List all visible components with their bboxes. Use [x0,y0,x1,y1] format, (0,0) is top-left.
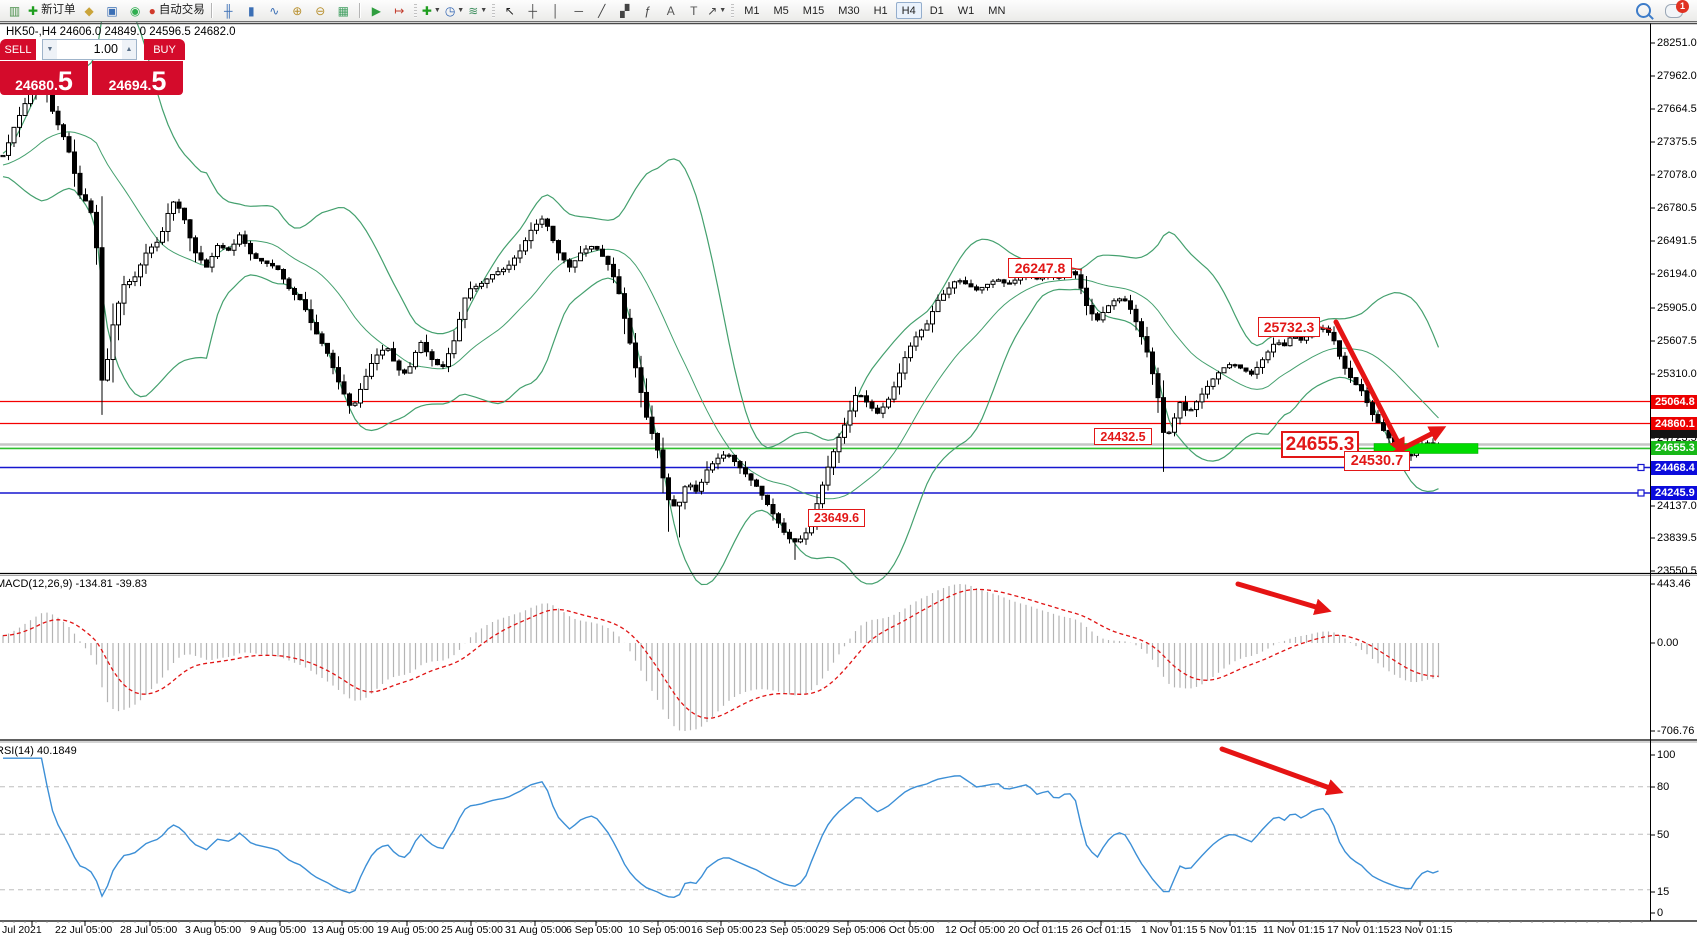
timeframe-button-m5[interactable]: M5 [773,4,789,17]
buy-price-button[interactable]: 24694. 5 [92,61,183,95]
one-click-trade-panel: SELL ▼ 1.00 ▲ BUY 24680. 5 24694. 5 [0,39,186,95]
autotrade-button[interactable]: ● 自动交易 [147,2,207,20]
buy-button[interactable]: BUY [144,39,185,60]
arrows-tool-icon[interactable]: ↗ ▼ [705,2,728,20]
toolbar: ▥ ✚ 新订单 ◆ ▣ ◉ ● 自动交易 ╫ ▮ ∿ ⊕ ⊖ ▦ ▶ ↦ ✚ ▼ ◷ ▼ ≋ ▼ ↖ ┼ │ ─ ╱ ▞ ƒ A T ↗ ▼ M1… [0,0,1697,22]
chevron-down-icon: ▼ [480,7,488,14]
vline-icon[interactable]: │ [544,2,567,20]
volume-up-button[interactable]: ▲ [122,40,136,59]
chevron-down-icon: ▼ [433,7,441,14]
autotrade-button: ● [148,3,156,18]
tile-windows-icon: ▦ [337,3,349,18]
arrows-tool-icon: ↗ [707,3,718,18]
templates-icon[interactable]: ≋ ▼ [466,2,489,20]
buy-price-main: 24694 [108,76,148,93]
add-indicator-icon[interactable]: ✚ ▼ [420,2,443,20]
styler-icon: ◆ [84,3,94,18]
add-indicator-icon: ✚ [421,3,432,18]
channel-icon: ▞ [620,3,630,18]
buy-price-frac: 5 [151,66,167,97]
zoom-in-icon: ⊕ [292,3,303,18]
signals-icon: ◉ [129,3,141,18]
autoscroll-icon: ▶ [371,3,381,18]
text-icon: A [666,3,675,18]
fibonacci-icon[interactable]: ƒ [636,2,659,20]
zoom-in-icon[interactable]: ⊕ [286,2,309,20]
text-icon[interactable]: A [659,2,682,20]
volume-down-button[interactable]: ▼ [43,40,57,59]
signals-icon[interactable]: ◉ [124,2,147,20]
crosshair-icon[interactable]: ┼ [521,2,544,20]
chart-shift-icon[interactable]: ↦ [388,2,411,20]
trendline-icon: ╱ [598,3,606,18]
profile-icon: ▣ [106,3,118,18]
new-order-button-label: 新订单 [41,3,76,16]
sell-price-main: 24680 [15,76,54,93]
bar-chart-icon: ╫ [224,3,233,18]
timeframe-button-mn[interactable]: MN [988,4,1006,17]
timeframe-button-m15[interactable]: M15 [802,4,825,17]
new-chart-icon: ▥ [8,3,21,18]
new-order-button[interactable]: ✚ 新订单 [26,2,78,20]
trendline-icon[interactable]: ╱ [590,2,613,20]
crosshair-icon: ┼ [528,3,537,18]
vline-icon: │ [551,3,560,18]
line-chart-icon: ∿ [269,3,280,18]
cursor-icon[interactable]: ↖ [498,2,521,20]
label-icon: T [690,3,698,18]
bar-chart-icon[interactable]: ╫ [217,2,240,20]
candle-chart-icon[interactable]: ▮ [240,2,263,20]
tile-windows-icon[interactable]: ▦ [332,2,355,20]
templates-icon: ≋ [468,3,479,18]
timeframe-button-m1[interactable]: M1 [744,4,760,17]
profile-icon[interactable]: ▣ [101,2,124,20]
chevron-down-icon: ▼ [457,7,465,14]
search-icon[interactable] [1636,3,1651,18]
chart-shift-icon: ↦ [394,3,405,18]
chevron-down-icon: ▼ [719,7,727,14]
hline-icon[interactable]: ─ [567,2,590,20]
notifications-icon[interactable]: 1 [1665,0,1689,18]
autoscroll-icon[interactable]: ▶ [365,2,388,20]
styler-icon[interactable]: ◆ [78,2,101,20]
timeframe-button-h4[interactable]: H4 [895,2,922,19]
channel-icon[interactable]: ▞ [613,2,636,20]
volume-input[interactable]: 1.00 [93,42,118,56]
new-chart-icon[interactable]: ▥ [3,2,26,20]
sell-button[interactable]: SELL [0,39,36,60]
volume-spinner: ▼ 1.00 ▲ [42,39,137,60]
cursor-icon: ↖ [504,3,515,18]
timeframe-button-w1[interactable]: W1 [957,4,975,17]
sell-price-frac: 5 [57,66,73,97]
label-icon[interactable]: T [682,2,705,20]
autotrade-button-label: 自动交易 [158,3,205,16]
zoom-out-icon[interactable]: ⊖ [309,2,332,20]
periods-clock-icon[interactable]: ◷ ▼ [443,2,466,20]
fibonacci-icon: ƒ [644,3,652,18]
timeframe-button-d1[interactable]: D1 [929,4,944,17]
timeframe-button-m30[interactable]: M30 [838,4,860,17]
timeframe-button-h1[interactable]: H1 [873,4,888,17]
hline-icon: ─ [574,3,583,18]
notification-badge: 1 [1676,0,1689,13]
candle-chart-icon: ▮ [248,3,255,18]
line-chart-icon[interactable]: ∿ [263,2,286,20]
zoom-out-icon: ⊖ [315,3,326,18]
sell-price-button[interactable]: 24680. 5 [0,61,88,95]
new-order-button: ✚ [28,3,39,18]
periods-clock-icon: ◷ [444,3,456,18]
